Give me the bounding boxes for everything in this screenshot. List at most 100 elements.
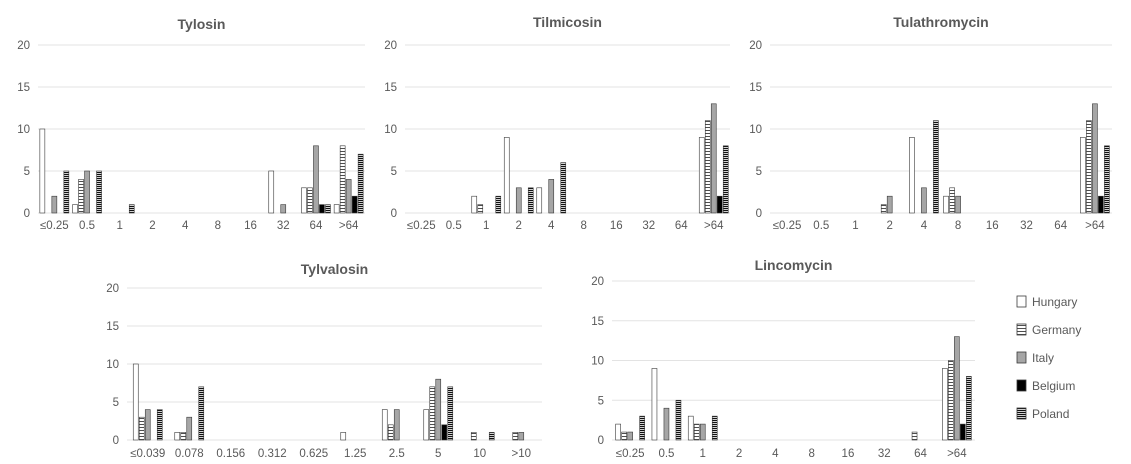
bar-italy-2 [887, 196, 892, 213]
bar-germany-2-5 [388, 425, 393, 440]
bar-italy-1 [700, 424, 705, 440]
y-tick-label: 0 [24, 208, 30, 220]
bar-hungary-le-0-25 [40, 129, 45, 213]
bar-germany-gt-64 [705, 121, 710, 213]
y-tick-label: 15 [749, 82, 762, 94]
bar-poland-gt-64 [966, 376, 971, 440]
bar-poland-le-0-25 [64, 171, 69, 213]
bar-poland-1 [496, 196, 501, 213]
x-tick-label: 2 [516, 220, 522, 232]
legend-label: Belgium [1032, 379, 1075, 393]
bar-poland-0-5 [97, 171, 102, 213]
bar-hungary-2-5 [382, 410, 387, 440]
bar-italy-gt-10 [519, 432, 524, 440]
x-tick-label: 1.25 [344, 448, 366, 460]
bar-italy-le-0-039 [145, 410, 150, 440]
bar-hungary-1 [688, 416, 693, 440]
y-tick-label: 10 [17, 124, 30, 136]
y-tick-label: 10 [749, 124, 762, 136]
bar-hungary-gt-64 [1080, 137, 1085, 213]
x-tick-label: 4 [772, 448, 779, 460]
chart-tylvalosin: Tylvalosin 0 5 10 15 20 ≤0.039 0.078 0.156 0.312 0… [106, 261, 542, 460]
bar-italy-gt-64 [346, 179, 351, 213]
x-tick-label: 0.625 [299, 448, 328, 460]
x-tick-label: 1 [117, 220, 123, 232]
x-tick-label: 4 [921, 220, 928, 232]
bar-germany-10 [471, 432, 476, 440]
x-tick-label: 4 [548, 220, 555, 232]
bar-poland-gt-64 [723, 146, 728, 213]
x-tick-label: 16 [986, 220, 999, 232]
x-tick-label: 32 [878, 448, 891, 460]
bar-germany-0-5 [79, 179, 84, 213]
x-tick-label: 1 [700, 448, 706, 460]
x-tick-label: 0.5 [446, 220, 462, 232]
bar-germany-5 [430, 387, 435, 440]
bar-italy-4 [549, 179, 554, 213]
x-tick-label: 5 [435, 448, 441, 460]
bar-belgium-gt-64 [352, 196, 357, 213]
bar-germany-64 [307, 188, 312, 213]
bar-italy-8 [956, 196, 961, 213]
legend-item-italy: Italy [1017, 351, 1054, 365]
legend-label: Hungary [1032, 295, 1077, 309]
y-tick-label: 20 [591, 276, 604, 288]
bar-poland-0-078 [199, 387, 204, 440]
x-tick-label: 64 [1054, 220, 1067, 232]
x-tick-label: 2.5 [389, 448, 405, 460]
legend-swatch [1017, 352, 1026, 363]
bar-hungary-gt-64 [699, 137, 704, 213]
bar-hungary-1-25 [341, 432, 346, 440]
bar-hungary-0-5 [73, 205, 78, 213]
y-tick-label: 5 [391, 166, 397, 178]
x-tick-label: 1 [483, 220, 489, 232]
y-tick-label: 20 [106, 283, 119, 295]
bar-hungary-gt-64 [334, 205, 339, 213]
x-tick-label: 64 [310, 220, 323, 232]
y-tick-label: 15 [384, 82, 397, 94]
bar-poland-1 [129, 205, 134, 213]
x-tick-label: >64 [704, 220, 724, 232]
x-tick-label: 8 [808, 448, 814, 460]
x-tick-label: 8 [215, 220, 221, 232]
y-tick-label: 10 [591, 356, 604, 368]
x-tick-label: 16 [244, 220, 257, 232]
x-tick-label: ≤0.25 [407, 220, 436, 232]
x-tick-label: >64 [339, 220, 359, 232]
x-tick-label: 1 [852, 220, 858, 232]
x-tick-label: 64 [914, 448, 927, 460]
y-tick-label: 5 [113, 397, 119, 409]
y-tick-label: 15 [591, 316, 604, 328]
x-tick-label: >64 [947, 448, 967, 460]
bar-germany-1 [478, 205, 483, 213]
bar-italy-0-5 [85, 171, 90, 213]
x-tick-label: >10 [511, 448, 531, 460]
bar-poland-5 [448, 387, 453, 440]
chart-tilmicosin: Tilmicosin 0 5 10 15 20 ≤0.25 0.5 1 2 4 8 16 32 64 >64 [384, 14, 730, 232]
bar-poland-le-0-25 [640, 416, 645, 440]
x-tick-label: 0.156 [216, 448, 245, 460]
bar-italy-2 [516, 188, 521, 213]
legend-swatch [1017, 296, 1026, 307]
bar-hungary-le-0-039 [133, 364, 138, 440]
bar-italy-le-0-25 [628, 432, 633, 440]
bar-germany-1 [694, 424, 699, 440]
y-tick-label: 20 [749, 40, 762, 52]
bar-hungary-64 [301, 188, 306, 213]
bar-italy-5 [436, 379, 441, 440]
y-tick-label: 0 [756, 208, 762, 220]
legend-swatch [1017, 324, 1026, 335]
x-tick-label: 0.5 [658, 448, 674, 460]
x-tick-label: 8 [581, 220, 587, 232]
y-tick-label: 20 [384, 40, 397, 52]
bar-hungary-8 [944, 196, 949, 213]
bar-germany-gt-64 [340, 146, 345, 213]
chart-title: Tulathromycin [893, 14, 988, 30]
legend: Hungary Germany Italy Belgium Poland [1017, 295, 1081, 421]
legend-swatch [1017, 380, 1026, 391]
x-tick-label: 16 [610, 220, 623, 232]
chart-lincomycin: Lincomycin 0 5 10 15 20 ≤0.25 0.5 1 2 4 8 16 32 64 >64 [591, 257, 975, 460]
x-tick-label: 2 [736, 448, 742, 460]
